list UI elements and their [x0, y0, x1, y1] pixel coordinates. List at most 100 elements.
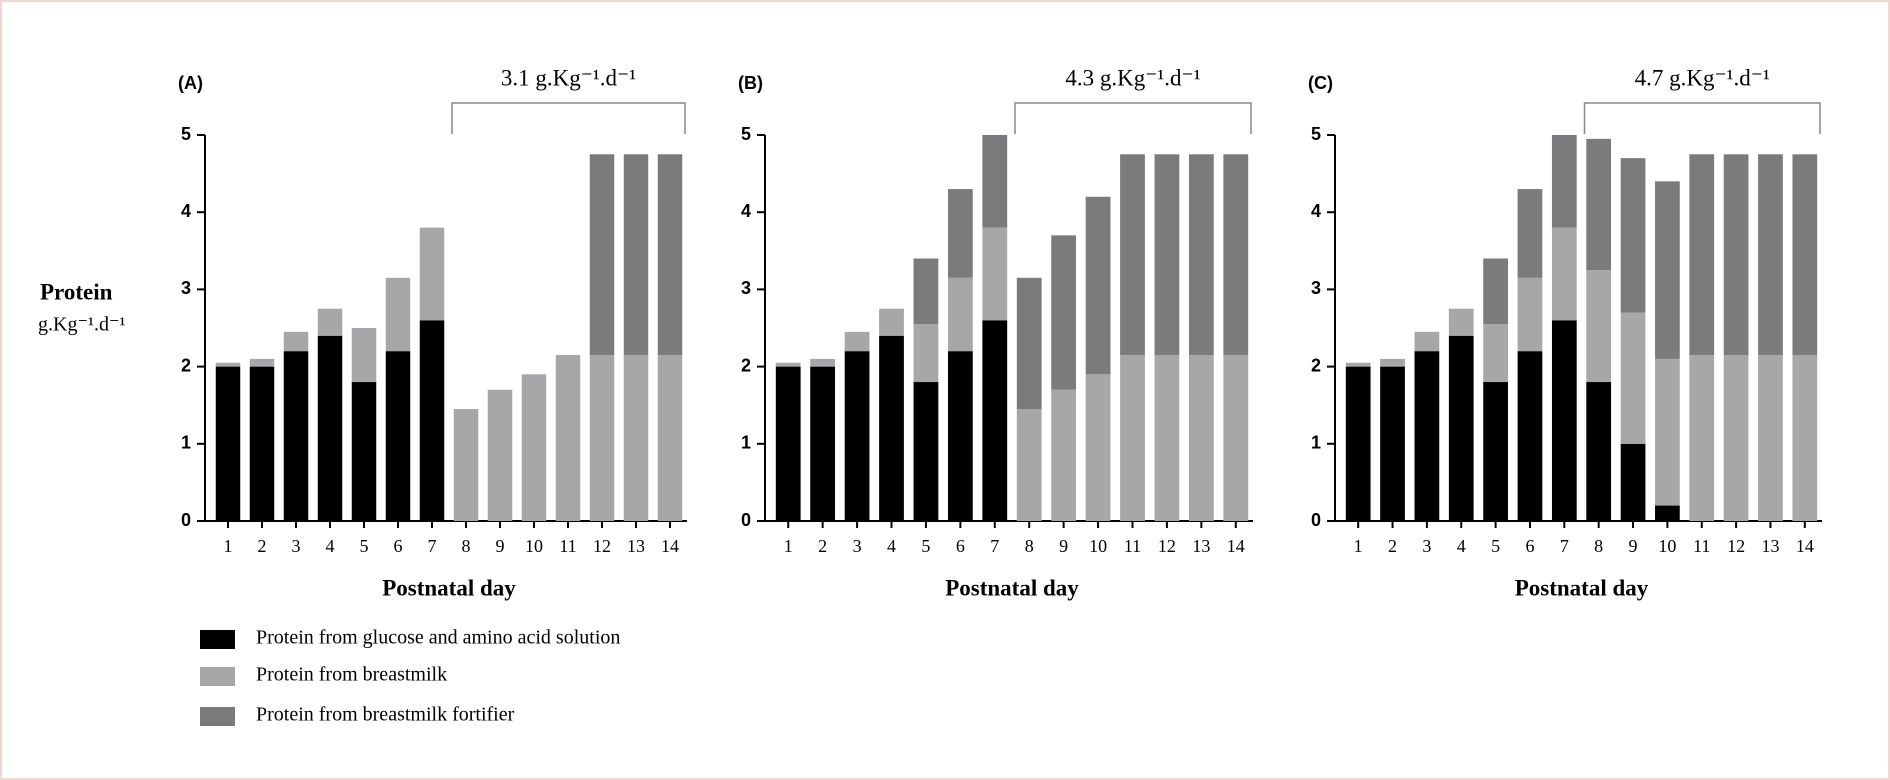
x-axis-label: Postnatal day: [382, 575, 516, 600]
x-tick-label: 4: [326, 536, 335, 556]
y-tick-label: 0: [741, 510, 751, 530]
x-tick-label: 9: [1629, 536, 1638, 556]
bar-segment: [879, 308, 904, 336]
bar-segment: [1414, 331, 1440, 352]
bar-segment: [982, 135, 1008, 228]
x-tick-label: 7: [990, 536, 999, 556]
bar-segment: [1085, 196, 1111, 375]
bar-segment: [913, 324, 939, 383]
bar-segment: [1689, 355, 1715, 521]
y-tick-label: 1: [741, 433, 751, 453]
bar-segment: [487, 389, 513, 521]
legend-label: Protein from glucose and amino acid solu…: [256, 627, 620, 649]
bar-segment: [1758, 355, 1783, 521]
bracket: [1014, 102, 1252, 134]
bar-segment: [1345, 366, 1371, 521]
bar-segment: [1016, 409, 1042, 521]
y-tick-label: 2: [741, 355, 751, 375]
bar-segment: [1655, 505, 1680, 521]
bracket: [1583, 102, 1821, 134]
y-tick-label: 0: [181, 510, 191, 530]
x-tick-label: 11: [559, 536, 576, 556]
x-tick-label: 10: [1658, 536, 1676, 556]
bar-segment: [589, 154, 615, 356]
y-axis-label: Protein: [40, 279, 113, 304]
y-tick-label: 4: [181, 201, 191, 221]
bar-segment: [844, 351, 870, 521]
bar-segment: [1792, 154, 1818, 356]
bar-segment: [317, 308, 343, 336]
bar-segment: [913, 382, 939, 521]
bar-segment: [1551, 227, 1577, 321]
x-tick-label: 10: [525, 536, 543, 556]
bar-segment: [1188, 154, 1214, 356]
bar-segment: [1120, 154, 1145, 356]
x-tick-label: 3: [1422, 536, 1431, 556]
y-tick-label: 4: [1311, 201, 1321, 221]
bar-segment: [1085, 374, 1111, 521]
bar-segment: [249, 358, 275, 367]
bar-segment: [657, 355, 683, 521]
y-tick-label: 3: [741, 278, 751, 298]
bar-segment: [1620, 158, 1646, 313]
bar-segment: [385, 277, 411, 352]
bar-segment: [623, 355, 649, 521]
bar-segment: [351, 328, 377, 383]
bar-segment: [810, 366, 836, 521]
bar-segment: [1016, 277, 1042, 410]
bar-segment: [555, 355, 581, 521]
x-tick-label: 5: [360, 536, 369, 556]
x-tick-label: 2: [1388, 536, 1397, 556]
x-tick-label: 7: [1560, 536, 1569, 556]
y-tick-label: 0: [1311, 510, 1321, 530]
x-tick-label: 4: [887, 536, 896, 556]
bar-segment: [1223, 154, 1249, 356]
bar-segment: [419, 320, 445, 521]
x-tick-label: 3: [853, 536, 862, 556]
bar-segment: [1723, 355, 1749, 521]
x-axis-label: Postnatal day: [945, 575, 1079, 600]
bar-segment: [982, 227, 1008, 321]
annotation: 3.1 g.Kg⁻¹.d⁻¹: [501, 65, 636, 90]
x-tick-label: 12: [1158, 536, 1176, 556]
bar-segment: [1620, 312, 1646, 444]
x-tick-label: 5: [1491, 536, 1500, 556]
bar-segment: [947, 277, 973, 352]
x-tick-label: 14: [661, 536, 679, 556]
x-tick-label: 1: [1354, 536, 1363, 556]
bar-segment: [1120, 355, 1145, 521]
panel-title: (A): [178, 73, 203, 93]
bar-segment: [982, 320, 1008, 521]
x-tick-label: 13: [1761, 536, 1779, 556]
y-tick-label: 2: [181, 355, 191, 375]
panel-title: (C): [1308, 73, 1333, 93]
x-tick-label: 12: [1727, 536, 1745, 556]
bar-segment: [657, 154, 683, 356]
bar-segment: [1380, 358, 1405, 367]
y-tick-label: 4: [741, 201, 751, 221]
legend-swatch: [200, 707, 235, 726]
bar-segment: [215, 366, 241, 521]
bar-segment: [1689, 154, 1715, 356]
y-tick-label: 5: [1311, 124, 1321, 144]
x-tick-label: 8: [1594, 536, 1603, 556]
x-tick-label: 11: [1124, 536, 1141, 556]
bar-segment: [1517, 189, 1543, 278]
panel-title: (B): [738, 73, 763, 93]
bar-segment: [879, 335, 904, 521]
bar-segment: [1792, 355, 1818, 521]
legend-label: Protein from breastmilk fortifier: [256, 704, 515, 726]
x-tick-label: 14: [1796, 536, 1814, 556]
bar-segment: [1586, 382, 1612, 521]
x-tick-label: 9: [1059, 536, 1068, 556]
bar-segment: [623, 154, 649, 356]
x-axis-label: Postnatal day: [1515, 575, 1649, 600]
bar-segment: [1448, 308, 1474, 336]
bar-segment: [283, 351, 309, 521]
x-tick-label: 13: [627, 536, 645, 556]
bar-segment: [844, 331, 870, 352]
x-tick-label: 11: [1693, 536, 1710, 556]
bar-segment: [1483, 382, 1508, 521]
bar-segment: [1154, 355, 1180, 521]
